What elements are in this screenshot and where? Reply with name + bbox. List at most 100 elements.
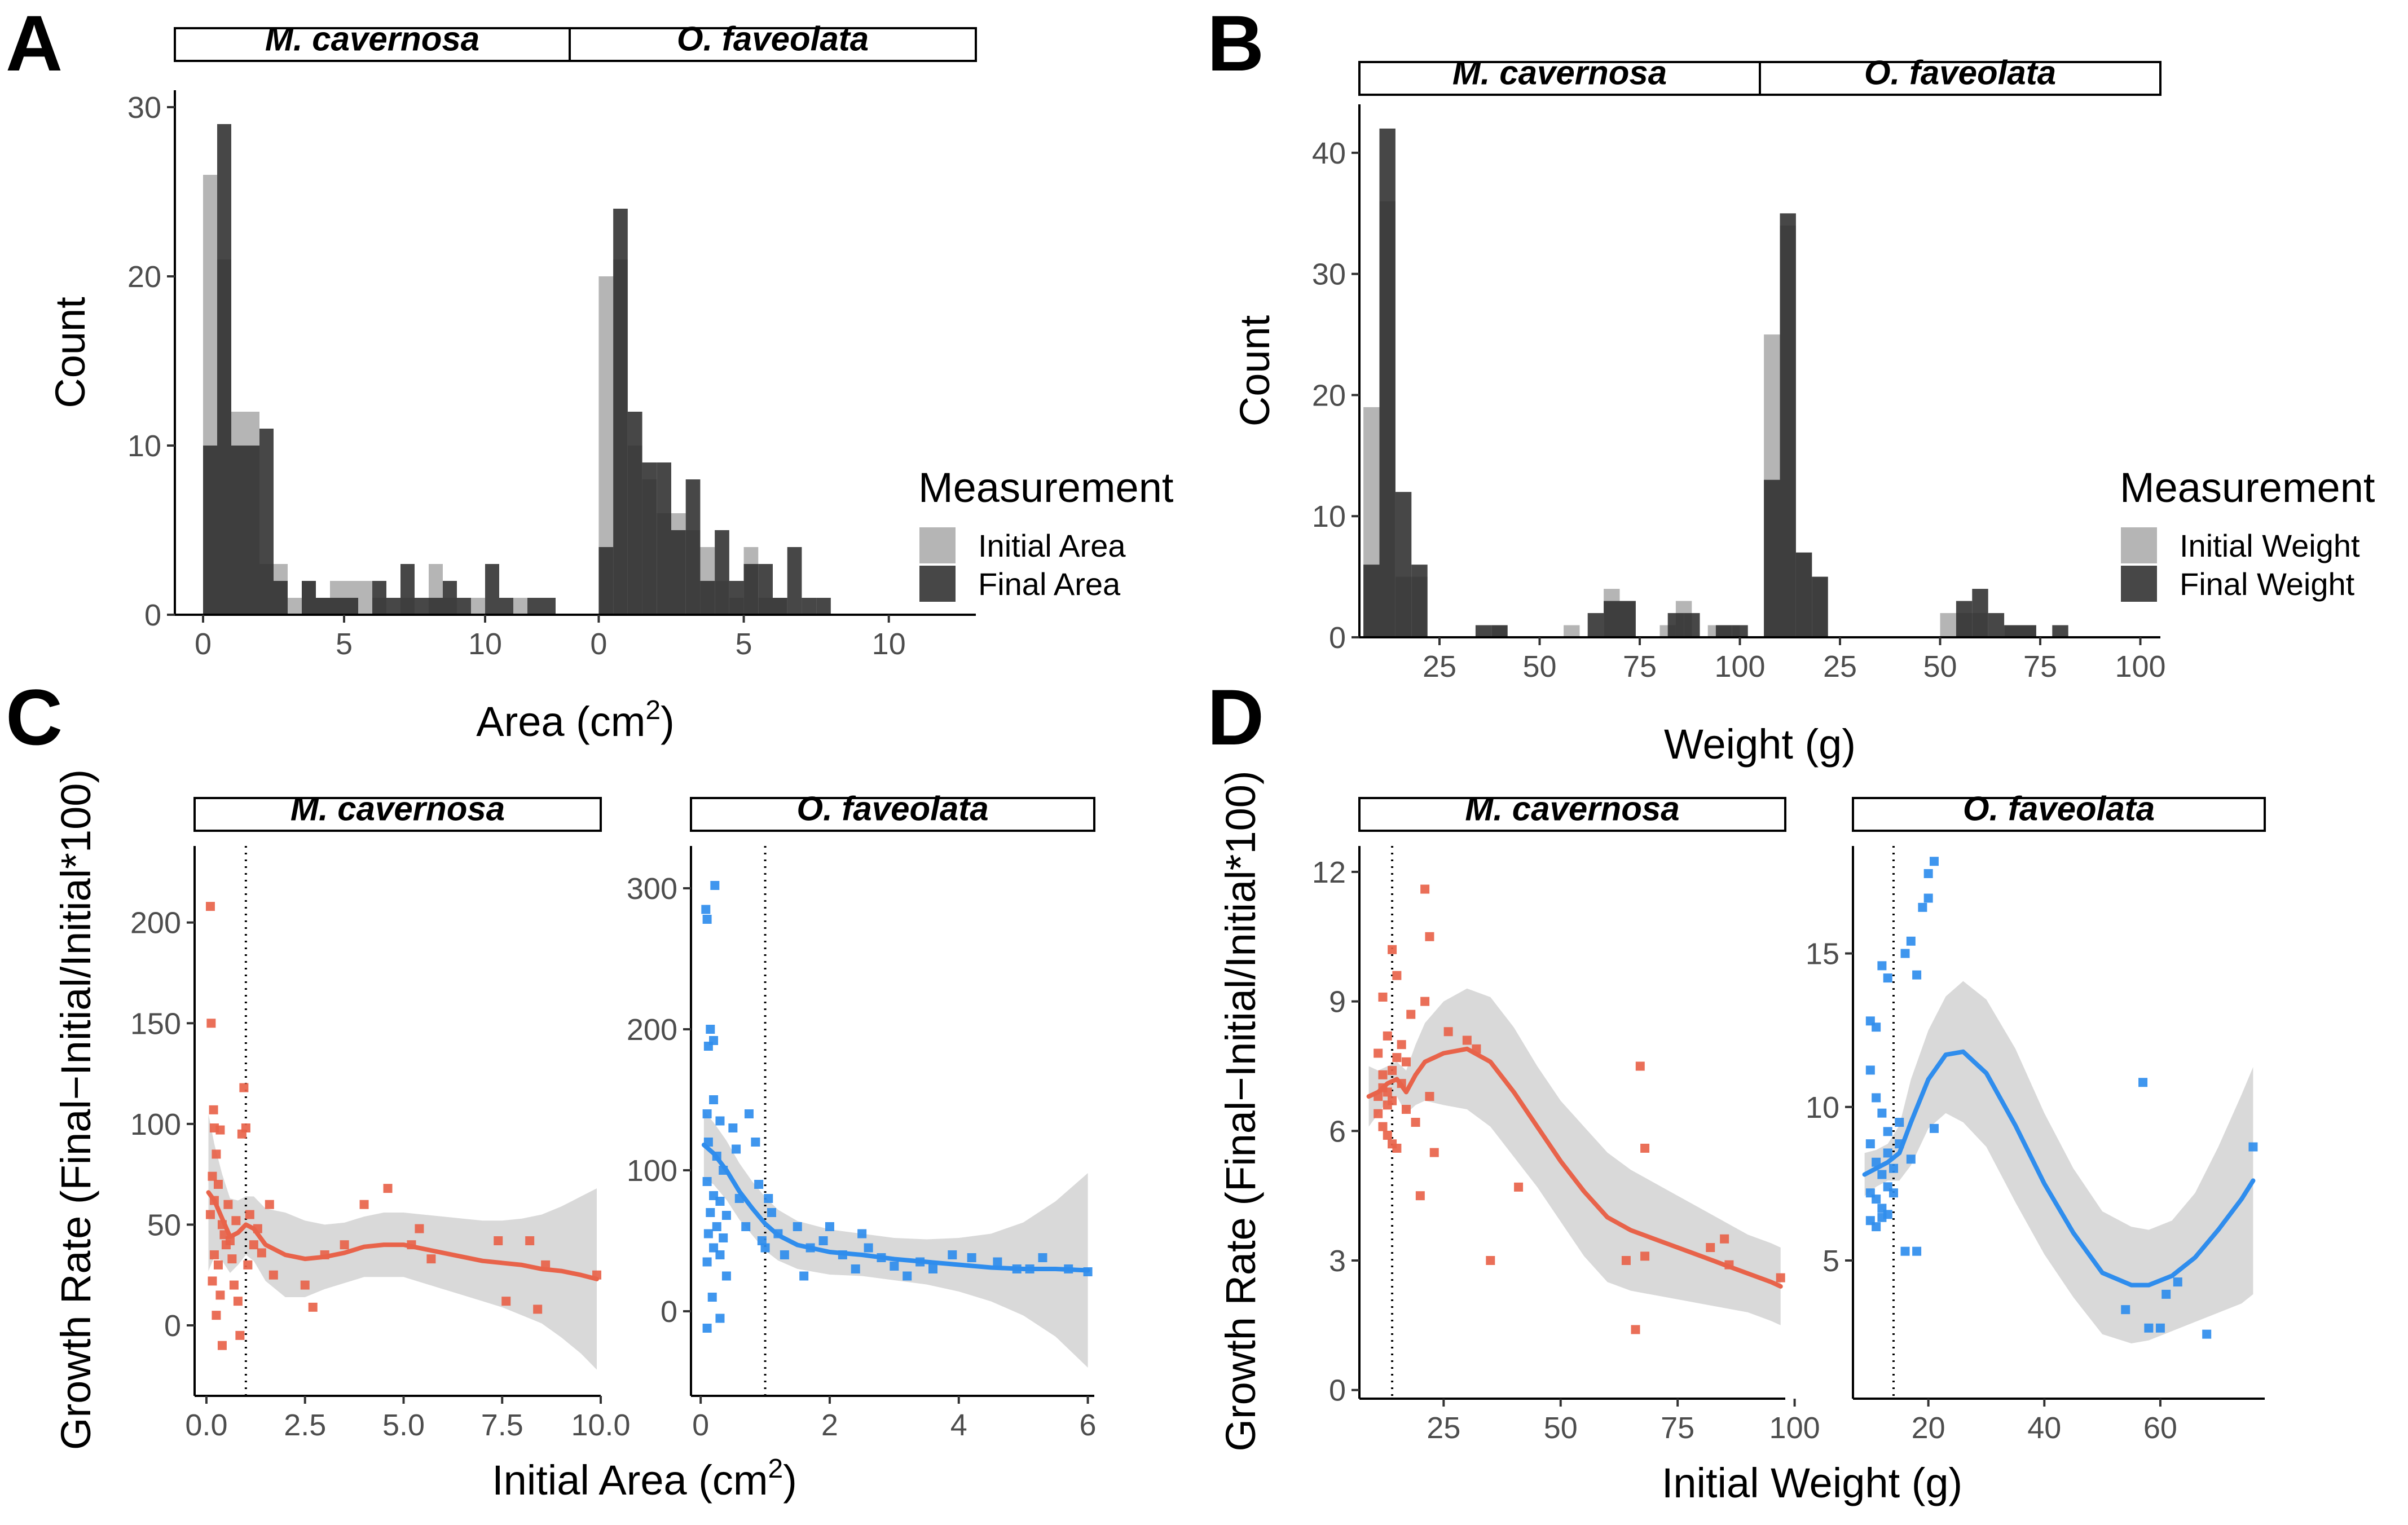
data-point xyxy=(359,1200,369,1209)
data-point xyxy=(1877,1213,1887,1222)
data-point xyxy=(257,1248,266,1258)
x-axis-title-text: Initial Area (cm xyxy=(492,1457,768,1504)
x-tick-label: 0 xyxy=(195,627,212,661)
x-tick-label: 2 xyxy=(821,1408,838,1442)
points xyxy=(1374,884,1785,1334)
histogram-bar xyxy=(1564,625,1580,637)
data-point xyxy=(227,1254,237,1264)
histogram-bar xyxy=(1684,613,1700,637)
data-point xyxy=(2121,1305,2130,1315)
points xyxy=(205,902,602,1350)
x-axis-title-end: ) xyxy=(783,1457,797,1504)
x-tick-label: 20 xyxy=(1912,1411,1945,1445)
data-point xyxy=(948,1250,957,1259)
y-tick-label: 10 xyxy=(1312,500,1346,534)
panel-letter-a: A xyxy=(6,0,63,87)
data-point xyxy=(1378,1122,1388,1131)
data-point xyxy=(1392,971,1402,980)
histogram-bar xyxy=(443,581,457,615)
data-point xyxy=(1865,1139,1875,1149)
histogram-bar xyxy=(1395,492,1412,637)
facet-strip-label: M. cavernosa xyxy=(265,20,479,58)
x-axis-title: Weight (g) xyxy=(1664,721,1856,768)
legend-label: Initial Weight xyxy=(2180,528,2360,563)
data-point xyxy=(1621,1256,1631,1265)
x-tick-label: 10 xyxy=(872,627,906,661)
data-point xyxy=(818,1236,828,1245)
x-axis-title-end: ) xyxy=(661,698,675,745)
facet-strip-label: O. faveolata xyxy=(677,20,869,58)
x-tick-label: 75 xyxy=(2023,650,2057,684)
data-point xyxy=(1383,1031,1392,1041)
data-point xyxy=(793,1222,802,1231)
data-point xyxy=(1378,992,1388,1002)
histogram-bar xyxy=(2052,625,2068,637)
data-point xyxy=(1378,1070,1388,1079)
data-point xyxy=(213,1180,223,1189)
data-point xyxy=(233,1297,243,1306)
data-point xyxy=(1640,1143,1650,1153)
data-point xyxy=(757,1236,767,1245)
y-tick-label: 40 xyxy=(1312,136,1346,170)
histogram-bar xyxy=(542,598,556,615)
data-point xyxy=(706,1025,715,1034)
histogram-bar xyxy=(1795,552,1812,637)
x-tick-label: 5 xyxy=(336,627,353,661)
y-axis-title: Count xyxy=(1231,315,1278,426)
data-point xyxy=(1720,1234,1729,1244)
y-tick-label: 20 xyxy=(1312,378,1346,412)
x-tick-label: 60 xyxy=(2143,1411,2177,1445)
data-point xyxy=(1883,1148,1892,1158)
data-point xyxy=(208,1171,217,1181)
facet-strip-label: M. cavernosa xyxy=(1452,54,1667,91)
facet-strip xyxy=(1358,797,1786,832)
facet-strip xyxy=(569,27,977,62)
data-point xyxy=(728,1123,738,1132)
data-point xyxy=(706,1208,715,1217)
legend-title: Measurement xyxy=(2120,464,2375,511)
x-tick-label: 5 xyxy=(736,627,752,661)
histogram-bar xyxy=(203,446,217,615)
histogram-bar xyxy=(2020,625,2036,637)
data-point xyxy=(533,1304,543,1314)
data-point xyxy=(1912,1246,1922,1256)
histogram-bar xyxy=(627,412,642,615)
facet-d-1: M. cavernosa 25 50 75 100 0 3 6 9 12 xyxy=(1312,790,1820,1445)
points xyxy=(1865,857,2258,1339)
y-tick-label: 0 xyxy=(1329,1374,1346,1408)
data-point xyxy=(825,1222,834,1231)
histogram-bar xyxy=(358,581,372,615)
facet-strip-label: O. faveolata xyxy=(796,790,988,827)
histogram-bar xyxy=(372,581,386,615)
histogram-bar xyxy=(1972,589,1988,637)
x-tick-label: 6 xyxy=(1080,1408,1097,1442)
data-point xyxy=(1872,1222,1881,1232)
data-point xyxy=(780,1250,789,1259)
data-point xyxy=(707,1293,717,1302)
histogram-bar xyxy=(1940,613,1956,637)
x-axis-title-text: Initial Weight (g) xyxy=(1662,1460,1962,1506)
histogram-bar xyxy=(729,581,744,615)
data-point xyxy=(1425,932,1434,941)
data-point xyxy=(2144,1323,2154,1333)
data-point xyxy=(701,905,711,914)
data-point xyxy=(709,1243,719,1253)
x-tick-label: 75 xyxy=(1623,650,1657,684)
data-point xyxy=(1877,1108,1887,1118)
data-point xyxy=(1443,1027,1453,1037)
x-tick-label: 50 xyxy=(1544,1411,1578,1445)
y-tick-label: 50 xyxy=(147,1208,181,1242)
histogram-bar xyxy=(2004,625,2020,637)
data-point xyxy=(1906,936,1916,946)
histogram-bar xyxy=(787,547,802,615)
data-point xyxy=(213,1260,223,1270)
x-axis-title-superscript: 2 xyxy=(768,1454,783,1484)
histogram-bar xyxy=(245,446,259,615)
data-point xyxy=(1883,1127,1892,1136)
x-tick-label: 10 xyxy=(468,627,502,661)
x-axis-title-superscript: 2 xyxy=(645,695,661,725)
data-point xyxy=(2155,1323,2165,1333)
histogram-bar xyxy=(217,124,231,615)
